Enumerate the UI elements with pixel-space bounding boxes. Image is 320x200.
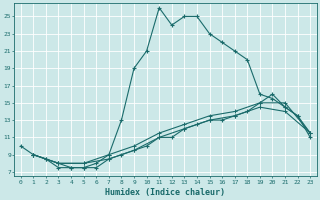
X-axis label: Humidex (Indice chaleur): Humidex (Indice chaleur) bbox=[106, 188, 226, 197]
